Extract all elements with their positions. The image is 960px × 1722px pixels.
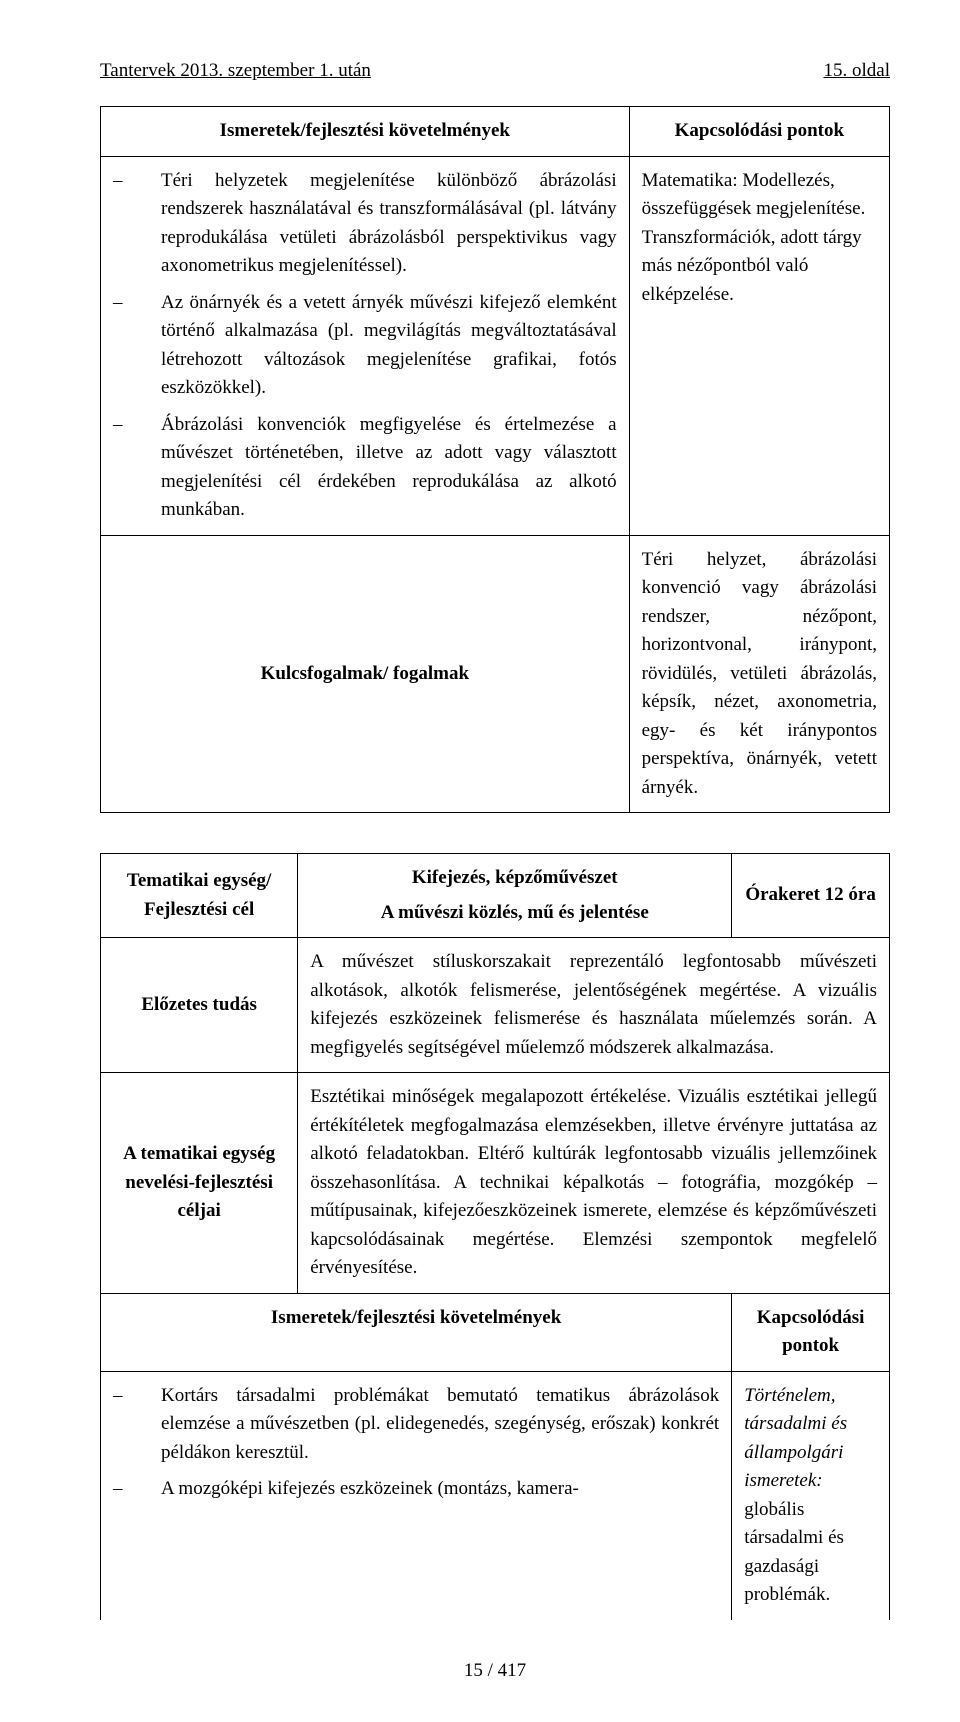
header-right: 15. oldal	[824, 60, 891, 82]
bullet-item: Ábrázolási konvenciók megfigyelése és ér…	[113, 411, 617, 525]
kifejezes-cell: Kifejezés, képzőművészet A művészi közlé…	[298, 854, 732, 938]
page-container: Tantervek 2013. szeptember 1. után 15. o…	[0, 0, 960, 1722]
dash-icon	[113, 411, 161, 525]
content-cell-right: Matematika: Modellezés, összefüggések me…	[629, 156, 889, 535]
kifejezes-line1: Kifejezés, képzőművészet	[310, 864, 719, 893]
kulcsfogalmak-text: Téri helyzet, ábrázolási konvenció vagy …	[629, 535, 889, 813]
kapcsolodasi-header: Kapcsolódási pontok	[732, 1293, 890, 1371]
bullet-text: Az önárnyék és a vetett árnyék művészi k…	[161, 289, 617, 403]
table-row: Kulcsfogalmak/ fogalmak Téri helyzet, áb…	[101, 535, 890, 813]
bullet-item: Kortárs társadalmi problémákat bemutató …	[113, 1382, 719, 1468]
header-left: Tantervek 2013. szeptember 1. után	[100, 60, 371, 82]
table-row: Ismeretek/fejlesztési követelmények Kapc…	[101, 107, 890, 157]
bullet-item: Téri helyzetek megjelenítése különböző á…	[113, 167, 617, 281]
kulcsfogalmak-label: Kulcsfogalmak/ fogalmak	[101, 535, 630, 813]
nevelesi-celjai-label: A tematikai egység nevelési-fejlesztési …	[101, 1073, 298, 1294]
kifejezes-line2: A művészi közlés, mű és jelentése	[310, 899, 719, 928]
dash-icon	[113, 1475, 161, 1504]
bullet-text: A mozgóképi kifejezés eszközeinek (montá…	[161, 1475, 719, 1504]
bullet-item: A mozgóképi kifejezés eszközeinek (montá…	[113, 1475, 719, 1504]
tortenelmi-cell: Történelem, társadalmi és állampolgári i…	[732, 1371, 890, 1620]
table-ismeretek-1: Ismeretek/fejlesztési követelmények Kapc…	[100, 106, 890, 813]
ismeretek-header: Ismeretek/fejlesztési követelmények	[101, 1293, 732, 1371]
tortenelmi-italic: Történelem, társadalmi és állampolgári i…	[744, 1385, 847, 1492]
bullet-text: Téri helyzetek megjelenítése különböző á…	[161, 167, 617, 281]
bullet-item: Az önárnyék és a vetett árnyék művészi k…	[113, 289, 617, 403]
col-header-right: Kapcsolódási pontok	[629, 107, 889, 157]
table-row: Előzetes tudás A művészet stíluskorszaka…	[101, 938, 890, 1073]
tematikai-egyseg-label: Tematikai egység/ Fejlesztési cél	[101, 854, 298, 938]
table-row: Tematikai egység/ Fejlesztési cél Kifeje…	[101, 854, 890, 938]
dash-icon	[113, 1382, 161, 1468]
elozetes-tudas-label: Előzetes tudás	[101, 938, 298, 1073]
nevelesi-celjai-text: Esztétikai minőségek megalapozott értéke…	[298, 1073, 890, 1294]
bullet-text: Kortárs társadalmi problémákat bemutató …	[161, 1382, 719, 1468]
table-row: Ismeretek/fejlesztési követelmények Kapc…	[101, 1293, 890, 1371]
dash-icon	[113, 167, 161, 281]
table-row: A tematikai egység nevelési-fejlesztési …	[101, 1073, 890, 1294]
table-row: Kortárs társadalmi problémákat bemutató …	[101, 1371, 890, 1620]
elozetes-tudas-text: A művészet stíluskorszakait reprezentáló…	[298, 938, 890, 1073]
tortenelmi-plain: globális társadalmi és gazdasági problém…	[744, 1499, 844, 1606]
bullet-text: Ábrázolási konvenciók megfigyelése és ér…	[161, 411, 617, 525]
dash-icon	[113, 289, 161, 403]
content-cell-left: Téri helyzetek megjelenítése különböző á…	[101, 156, 630, 535]
table-tematikai: Tematikai egység/ Fejlesztési cél Kifeje…	[100, 853, 890, 1620]
page-footer: 15 / 417	[100, 1660, 890, 1682]
page-header: Tantervek 2013. szeptember 1. után 15. o…	[100, 60, 890, 82]
kortars-cell: Kortárs társadalmi problémákat bemutató …	[101, 1371, 732, 1620]
table-row: Téri helyzetek megjelenítése különböző á…	[101, 156, 890, 535]
col-header-left: Ismeretek/fejlesztési követelmények	[101, 107, 630, 157]
orakeret-label: Órakeret 12 óra	[732, 854, 890, 938]
